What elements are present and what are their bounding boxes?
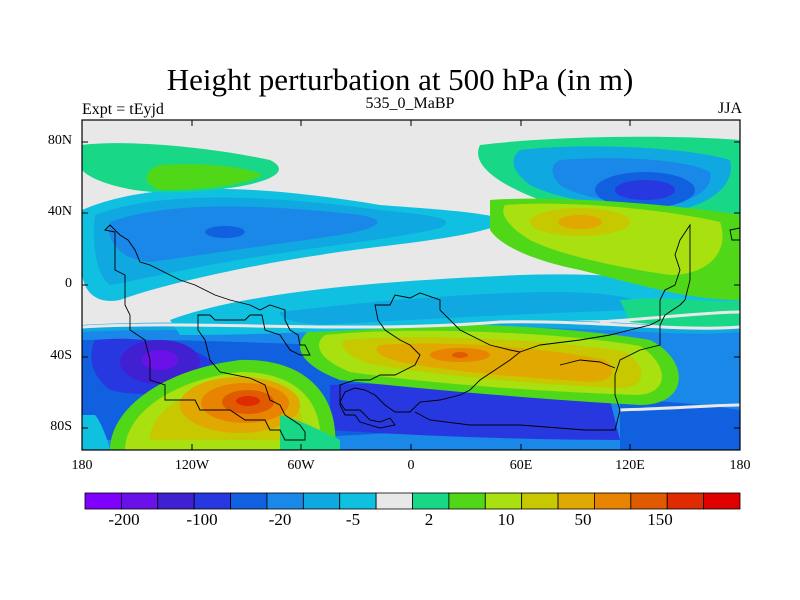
field-blue-npacific-4 [615, 180, 675, 200]
colorbar-swatch [193, 492, 231, 510]
colorbar-swatch [157, 492, 195, 510]
colorbar-swatch [412, 492, 450, 510]
y-tick-label: 40S [50, 348, 72, 363]
x-tick-label: 180 [729, 458, 751, 473]
season-label: JJA [717, 100, 742, 117]
axis-ticks [81, 120, 741, 450]
colorbar-label: -20 [268, 510, 292, 529]
x-tick-label: 0 [407, 458, 415, 473]
colorbar-label: 150 [647, 510, 673, 529]
y-tick-label: 80N [47, 133, 72, 148]
chart-title: Height perturbation at 500 hPa (in m) [166, 62, 634, 97]
colorbar-swatch [266, 492, 304, 510]
continent-outlines [104, 223, 740, 441]
field-blue-eq-2 [279, 292, 642, 325]
field-zero-line [82, 320, 740, 330]
colorbar-label: -100 [186, 510, 218, 529]
y-tick-label: 0 [65, 276, 72, 291]
y-tick-label: 80S [50, 419, 72, 434]
x-tick-label: 60E [509, 458, 533, 473]
colorbar [84, 492, 741, 510]
colorbar-label: -200 [108, 510, 140, 529]
colorbar-swatch [230, 492, 268, 510]
outline-asia [414, 223, 691, 431]
colorbar-swatch [375, 492, 413, 510]
colorbar-swatch [339, 492, 377, 510]
field-violet-south [142, 350, 178, 370]
y-tick-label: 40N [47, 204, 72, 219]
colorbar-swatch [630, 492, 668, 510]
field-green-tropics [620, 298, 740, 329]
colorbar-swatch [557, 492, 595, 510]
x-tick-label: 120W [174, 458, 210, 473]
colorbar-label: 50 [574, 510, 592, 529]
colorbar-swatch [666, 492, 705, 510]
colorbar-swatch [84, 492, 122, 510]
heatmap-field [82, 120, 740, 450]
field-red-sindian [452, 352, 468, 358]
x-tick-label: 120E [615, 458, 645, 473]
colorbar-swatch [120, 492, 159, 510]
field-zero-line-3 [599, 310, 740, 324]
outline-africa [339, 292, 522, 429]
outline-americas [104, 224, 311, 441]
colorbar-swatch [703, 492, 741, 510]
field-green-natlantic-2 [146, 164, 262, 190]
colorbar-swatch [448, 492, 486, 510]
colorbar-swatch [521, 492, 559, 510]
outline-pacific-island [729, 227, 740, 241]
outline-australia [559, 359, 616, 369]
colorbar-swatch [594, 492, 632, 510]
colorbar-label: 10 [497, 510, 515, 529]
field-blue-north-4 [205, 226, 245, 238]
colorbar-label: -5 [345, 510, 361, 529]
period-label: 535_0_MaBP [365, 95, 455, 112]
x-tick-label: 60W [287, 458, 315, 473]
field-zero-line-2 [619, 403, 740, 412]
field-orange-asia [558, 215, 602, 229]
x-tick-label: 180 [71, 458, 93, 473]
field-blue-southocean-2 [620, 400, 740, 450]
field-green-andes [82, 415, 110, 450]
field-darkred-spacific [236, 396, 260, 406]
colorbar-label: 2 [424, 510, 434, 529]
field-green-tropics-2 [280, 415, 340, 450]
experiment-label: Expt = tEyjd [82, 101, 164, 118]
colorbar-swatch [302, 492, 341, 510]
colorbar-swatch [484, 492, 523, 510]
